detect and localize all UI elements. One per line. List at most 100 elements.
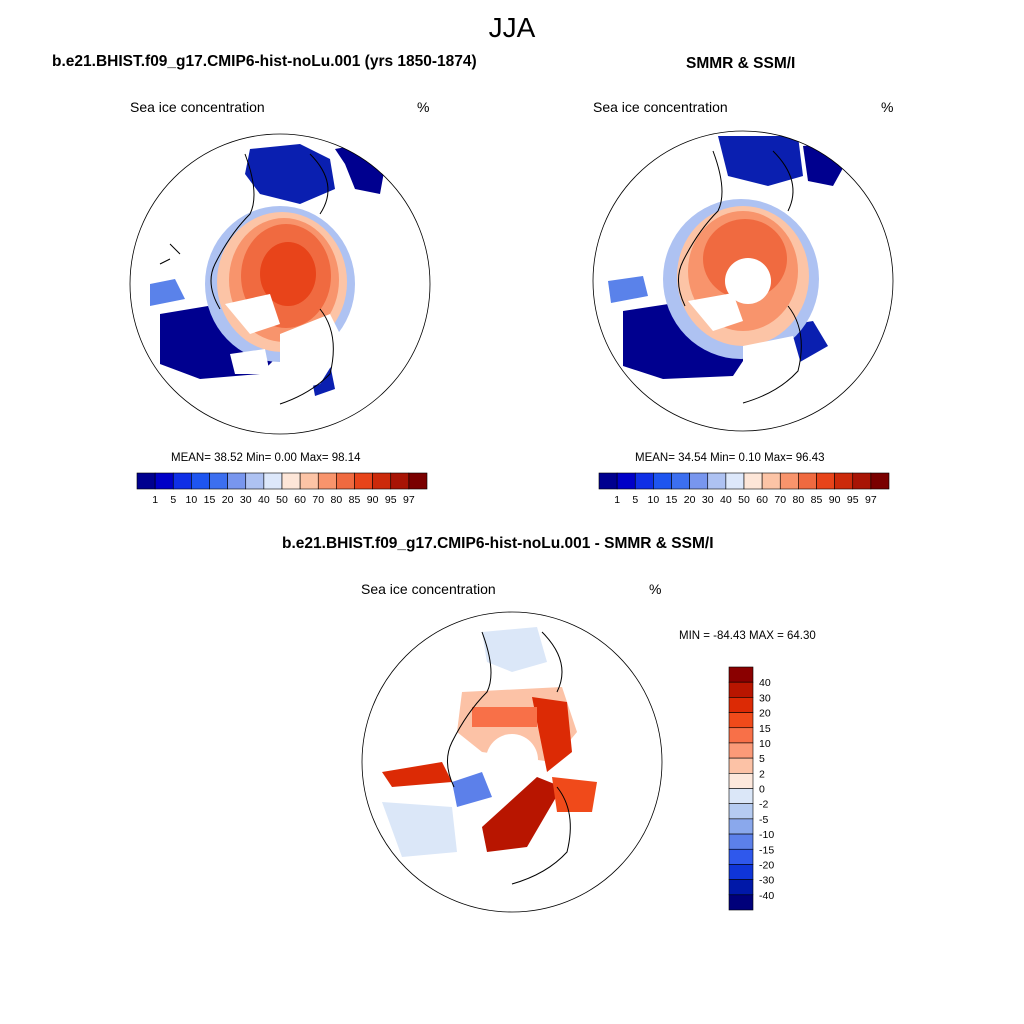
obs-colorbar-swatch [816, 472, 835, 490]
diff-colorbar-swatch [728, 818, 754, 835]
diff-colorbar-tick: -15 [759, 844, 774, 856]
model-colorbar-swatch [245, 472, 265, 490]
diff-colorbar-tick: 0 [759, 784, 765, 796]
obs-colorbar-swatch [834, 472, 854, 490]
obs-colorbar-tick: 5 [632, 494, 638, 506]
obs-colorbar-tick: 1 [614, 494, 620, 506]
diff-stats: MIN = -84.43 MAX = 64.30 [679, 630, 816, 642]
diff-panel-title: b.e21.BHIST.f09_g17.CMIP6-hist-noLu.001 … [282, 535, 714, 552]
diff-colorbar-tick: 30 [759, 692, 771, 704]
obs-colorbar-tick: 10 [648, 494, 660, 506]
diff-colorbar-swatch [728, 879, 754, 896]
diff-colorbar-swatch [728, 681, 754, 698]
diff-colorbar-tick: 20 [759, 708, 771, 720]
season-title: JJA [488, 12, 536, 43]
model-colorbar-tick: 90 [367, 494, 379, 506]
diff-colorbar-swatch [728, 848, 754, 865]
model-colorbar-swatch [209, 472, 228, 490]
obs-colorbar-tick: 40 [720, 494, 732, 506]
obs-colorbar-swatch [598, 472, 618, 490]
diff-colorbar-tick: 2 [759, 768, 765, 780]
diff-colorbar-swatch [728, 864, 754, 880]
obs-colorbar-tick: 15 [666, 494, 678, 506]
model-polar-map [129, 133, 431, 435]
model-colorbar-swatch [154, 472, 174, 490]
diff-colorbar-swatch [728, 666, 754, 683]
diff-colorbar-swatch [728, 742, 754, 759]
model-colorbar-swatch [372, 472, 392, 490]
diff-colorbar-swatch [728, 727, 754, 744]
obs-colorbar-swatch [761, 472, 781, 490]
diff-colorbar-tick: -20 [759, 859, 774, 871]
model-colorbar-tick: 10 [186, 494, 198, 506]
diff-colorbar-tick: -10 [759, 829, 774, 841]
obs-variable-label: Sea ice concentration [593, 99, 728, 115]
model-colorbar-swatch [390, 472, 410, 490]
model-colorbar-swatch [408, 472, 428, 490]
obs-stats: MEAN= 34.54 Min= 0.10 Max= 96.43 [635, 452, 825, 464]
model-colorbar-tick: 60 [294, 494, 306, 506]
diff-colorbar-swatch [728, 757, 754, 774]
obs-units-label: % [881, 99, 894, 115]
model-colorbar-swatch [281, 472, 301, 490]
obs-colorbar-swatch [707, 472, 727, 490]
obs-colorbar-swatch [743, 472, 763, 490]
model-colorbar-swatch [354, 472, 373, 490]
obs-colorbar: 1 5 10 15 20 30 40 50 60 70 80 85 90 95 97 [598, 472, 890, 506]
diff-colorbar-tick: 40 [759, 677, 771, 689]
obs-colorbar-swatch [689, 472, 709, 490]
model-colorbar-tick: 80 [331, 494, 343, 506]
model-colorbar-swatch [172, 472, 192, 490]
model-colorbar-tick: 70 [312, 494, 324, 506]
obs-panel-title: SMMR & SSM/I [686, 55, 796, 72]
obs-colorbar-tick: 20 [684, 494, 696, 506]
obs-colorbar-swatch [634, 472, 654, 490]
model-colorbar-swatch [227, 472, 247, 490]
model-colorbar-tick: 5 [170, 494, 176, 506]
obs-colorbar-tick: 60 [756, 494, 768, 506]
obs-colorbar-tick: 50 [738, 494, 750, 506]
model-colorbar-swatch [317, 472, 337, 490]
obs-colorbar-tick: 80 [793, 494, 805, 506]
diff-colorbar-tick: 5 [759, 753, 765, 765]
obs-colorbar-swatch [870, 472, 890, 490]
model-colorbar-tick: 97 [403, 494, 415, 506]
model-colorbar-tick: 50 [276, 494, 288, 506]
obs-colorbar-swatch [852, 472, 872, 490]
model-panel-title: b.e21.BHIST.f09_g17.CMIP6-hist-noLu.001 … [52, 53, 477, 70]
diff-colorbar-swatch [728, 773, 754, 789]
obs-colorbar-swatch [616, 472, 636, 490]
model-colorbar-tick: 1 [152, 494, 158, 506]
model-colorbar-swatch [299, 472, 319, 490]
model-units-label: % [417, 99, 430, 115]
model-colorbar-swatch [263, 472, 283, 490]
model-colorbar-tick: 95 [385, 494, 397, 506]
model-colorbar-tick: 15 [204, 494, 216, 506]
diff-colorbar-tick: -40 [759, 890, 774, 902]
model-colorbar-swatch [191, 472, 210, 490]
diff-colorbar-tick: -30 [759, 875, 774, 887]
diff-colorbar-swatch [728, 697, 754, 713]
model-colorbar-tick: 40 [258, 494, 270, 506]
obs-colorbar-tick: 95 [847, 494, 859, 506]
obs-colorbar-tick: 90 [829, 494, 841, 506]
obs-colorbar-swatch [671, 472, 690, 490]
diff-units-label: % [649, 581, 662, 597]
obs-colorbar-swatch [798, 472, 817, 490]
obs-colorbar-swatch [653, 472, 672, 490]
diff-colorbar-tick: 15 [759, 723, 771, 735]
diff-colorbar-swatch [728, 788, 754, 804]
obs-colorbar-swatch [725, 472, 745, 490]
diff-variable-label: Sea ice concentration [361, 581, 496, 597]
diff-colorbar-tick: -2 [759, 799, 768, 811]
model-colorbar-tick: 85 [349, 494, 361, 506]
obs-colorbar-tick: 85 [811, 494, 823, 506]
diff-colorbar-tick: 10 [759, 738, 771, 750]
model-stats: MEAN= 38.52 Min= 0.00 Max= 98.14 [171, 452, 361, 464]
diff-polar-map [361, 611, 663, 913]
diff-colorbar-swatch [728, 803, 754, 820]
model-colorbar-swatch [336, 472, 355, 490]
diff-colorbar-swatch [728, 833, 754, 850]
diff-colorbar-swatch [728, 894, 754, 911]
